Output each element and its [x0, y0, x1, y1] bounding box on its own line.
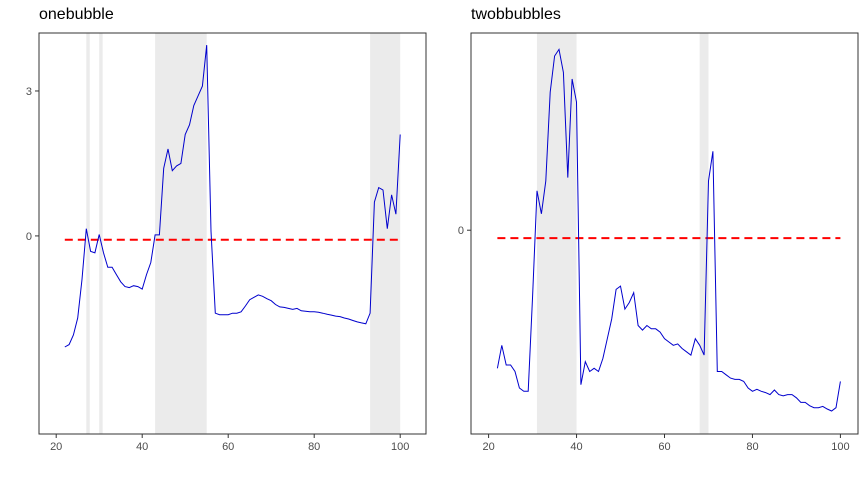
panel-1-x-tick-label: 60: [222, 441, 234, 453]
panel-1-x-tick-label: 100: [391, 441, 409, 453]
panel-2-plot: 20 40 60 80 100 0: [458, 32, 859, 453]
panel-1-shaded-region: [86, 33, 90, 434]
panel-2-x-tick-label: 20: [482, 441, 494, 453]
panel-1-shaded-region: [370, 33, 401, 434]
panel-2-shaded-region: [536, 33, 577, 434]
panel-2-x-tick-label: 60: [658, 441, 670, 453]
panel-2-x-tick-label: 40: [570, 441, 582, 453]
panel-2-series-line: [496, 48, 841, 412]
panel-2-title: twobbubbles: [471, 6, 561, 23]
panel-1-y-tick-label: 3: [26, 86, 32, 98]
panel-1-x-tick-label: 80: [308, 441, 320, 453]
panel-1-series-line: [64, 45, 401, 348]
panel-1-shaded-region: [155, 33, 207, 434]
panel-1-plot-border: [38, 32, 427, 435]
panel-1-x-tick-label: 20: [50, 441, 62, 453]
panel-1-title: onebubble: [39, 6, 114, 23]
panel-2-x-tick-label: 80: [746, 441, 758, 453]
panel-1-plot: 20 40 60 80 100 0 3: [26, 32, 427, 453]
panel-2-shaded-region: [699, 33, 709, 434]
panel-2-x-tick-label: 100: [831, 441, 849, 453]
panel-1-x-tick-label: 40: [136, 441, 148, 453]
panel-2-y-tick-label: 0: [458, 225, 464, 237]
panel-1-shaded-region: [99, 33, 103, 434]
panel-1-y-tick-label: 0: [26, 231, 32, 243]
